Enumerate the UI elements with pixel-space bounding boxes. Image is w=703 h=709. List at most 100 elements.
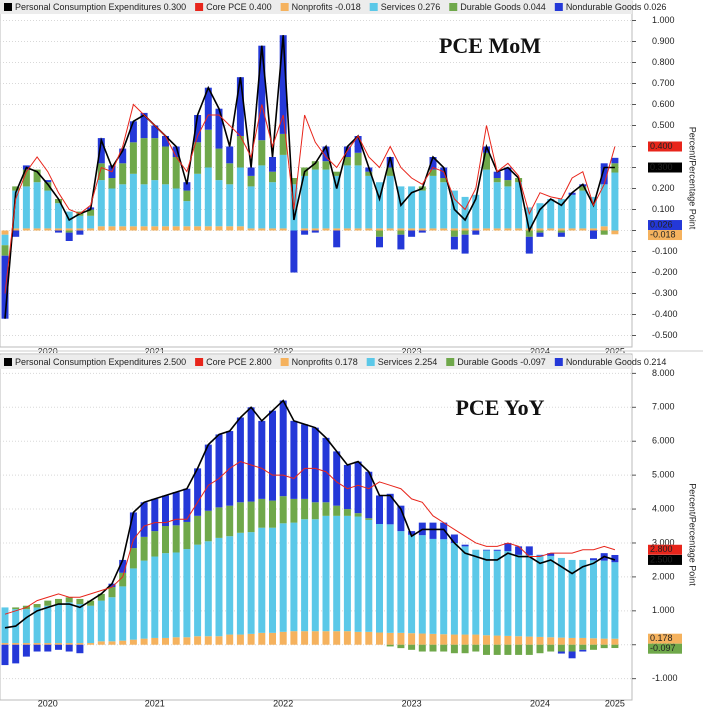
bar (483, 635, 490, 645)
bar (322, 515, 330, 632)
bar (129, 142, 137, 174)
bar (33, 607, 41, 644)
legend-label: Nonprofits 0.178 (292, 357, 358, 367)
line (4, 35, 615, 319)
bar (279, 133, 287, 155)
bar (162, 184, 169, 227)
bar (162, 553, 169, 638)
bar (258, 527, 266, 633)
bar (290, 230, 298, 273)
y-tick-label: 2.000 (652, 571, 675, 581)
bar (44, 600, 52, 606)
bar (22, 228, 30, 231)
bar (22, 644, 30, 657)
bar (33, 604, 41, 608)
bar (333, 230, 341, 248)
bar (301, 175, 309, 229)
bar (397, 632, 405, 645)
bar (461, 546, 469, 635)
bar (162, 146, 169, 185)
bar (429, 538, 437, 634)
bar (579, 637, 587, 645)
bar (22, 643, 30, 645)
bar (611, 638, 619, 645)
end-label-box (648, 220, 682, 231)
end-label-text: 0.400 (650, 141, 673, 151)
bar (386, 493, 394, 525)
bar (226, 226, 234, 231)
bar (515, 554, 523, 637)
bar (76, 644, 84, 654)
bar (461, 644, 469, 654)
bar (140, 560, 148, 639)
bar (151, 498, 159, 532)
bar (119, 640, 127, 645)
panel-background (0, 0, 703, 349)
bar (440, 539, 448, 635)
bar (119, 163, 127, 185)
bar (322, 631, 330, 645)
bar (333, 631, 341, 645)
bar (12, 190, 20, 229)
bar (151, 180, 159, 227)
bar (87, 215, 95, 229)
bar (269, 171, 276, 183)
legend-background (0, 355, 632, 369)
end-label: 0.400 (648, 141, 682, 152)
bar (279, 35, 287, 134)
bar (247, 407, 255, 502)
y-tick-label: 6.000 (652, 436, 675, 446)
bar (226, 505, 234, 537)
bar (236, 634, 244, 645)
bar (515, 546, 523, 555)
bar (87, 605, 95, 644)
bar (386, 167, 394, 176)
bar (258, 498, 266, 528)
chart-title: PCE MoM (439, 33, 541, 58)
bar (472, 549, 480, 635)
bar (55, 230, 62, 233)
bar (55, 644, 62, 650)
bar (311, 519, 319, 632)
bar (76, 598, 84, 605)
bar (204, 129, 212, 168)
legend-label: Personal Consumption Expenditures 0.300 (15, 2, 186, 12)
bar (483, 152, 490, 170)
bar (590, 638, 597, 645)
bar (55, 203, 62, 229)
bar (311, 427, 319, 503)
bar (151, 637, 159, 645)
bar (525, 236, 533, 254)
bar (547, 644, 555, 652)
bar (365, 471, 373, 519)
bar (226, 536, 234, 635)
bar (547, 637, 555, 645)
bar (12, 607, 20, 610)
bar (472, 644, 480, 652)
bar (87, 600, 95, 606)
bar (376, 182, 383, 229)
bar (322, 146, 330, 162)
bar (247, 633, 255, 645)
bar (590, 560, 597, 639)
bar (108, 587, 116, 598)
bar (108, 641, 116, 645)
bar (279, 400, 287, 497)
legend-label: Personal Consumption Expenditures 2.500 (15, 357, 186, 367)
y-tick-label: 3.000 (652, 537, 675, 547)
bar (536, 554, 544, 556)
bar (536, 555, 544, 637)
bar (472, 228, 480, 231)
bar (236, 417, 244, 503)
bar (269, 527, 276, 633)
legend-item: Durable Goods 0.044 (449, 2, 546, 12)
bar (493, 171, 501, 178)
bar (97, 641, 105, 645)
bar (290, 522, 298, 632)
bar (600, 560, 608, 639)
bar (322, 437, 330, 503)
bar (515, 644, 523, 655)
bar (450, 228, 458, 231)
bar (247, 167, 255, 176)
bar (247, 175, 255, 187)
